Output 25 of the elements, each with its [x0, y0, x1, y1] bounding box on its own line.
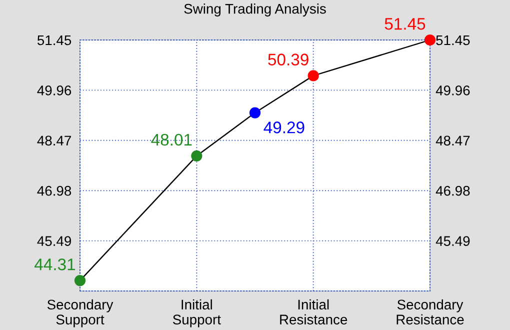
y-tick-label: 51.45	[37, 35, 72, 46]
data-label: 48.01	[151, 134, 192, 146]
x-tick-label: Initial Resistance	[280, 299, 348, 324]
y2-tick-label: 45.49	[436, 236, 470, 246]
x-tick-label: Initial Support	[172, 299, 221, 328]
y-tick-label: 49.96	[37, 86, 72, 96]
chart-title: Swing Trading Analysis	[184, 4, 326, 16]
point	[191, 150, 202, 162]
point	[424, 34, 436, 46]
point	[308, 70, 319, 82]
y2-tick-label: 49.96	[436, 86, 470, 96]
x-tick-label: Secondary Resistance	[396, 299, 464, 324]
y-tick-label: 45.49	[37, 236, 72, 246]
point	[249, 107, 261, 118]
y2-tick-label: 48.47	[436, 136, 470, 146]
data-label: 50.39	[268, 54, 308, 66]
y2-tick-label: 46.98	[436, 186, 470, 196]
data-label: 51.45	[384, 18, 426, 30]
y-tick-label: 48.47	[37, 136, 71, 146]
data-label: 49.29	[264, 122, 304, 134]
y2-tick-label: 51.45	[436, 35, 470, 46]
point	[74, 275, 86, 286]
data-label: 44.31	[34, 258, 76, 270]
y-tick-label: 46.98	[37, 186, 72, 196]
x-tick-label: Secondary Support	[47, 299, 114, 328]
